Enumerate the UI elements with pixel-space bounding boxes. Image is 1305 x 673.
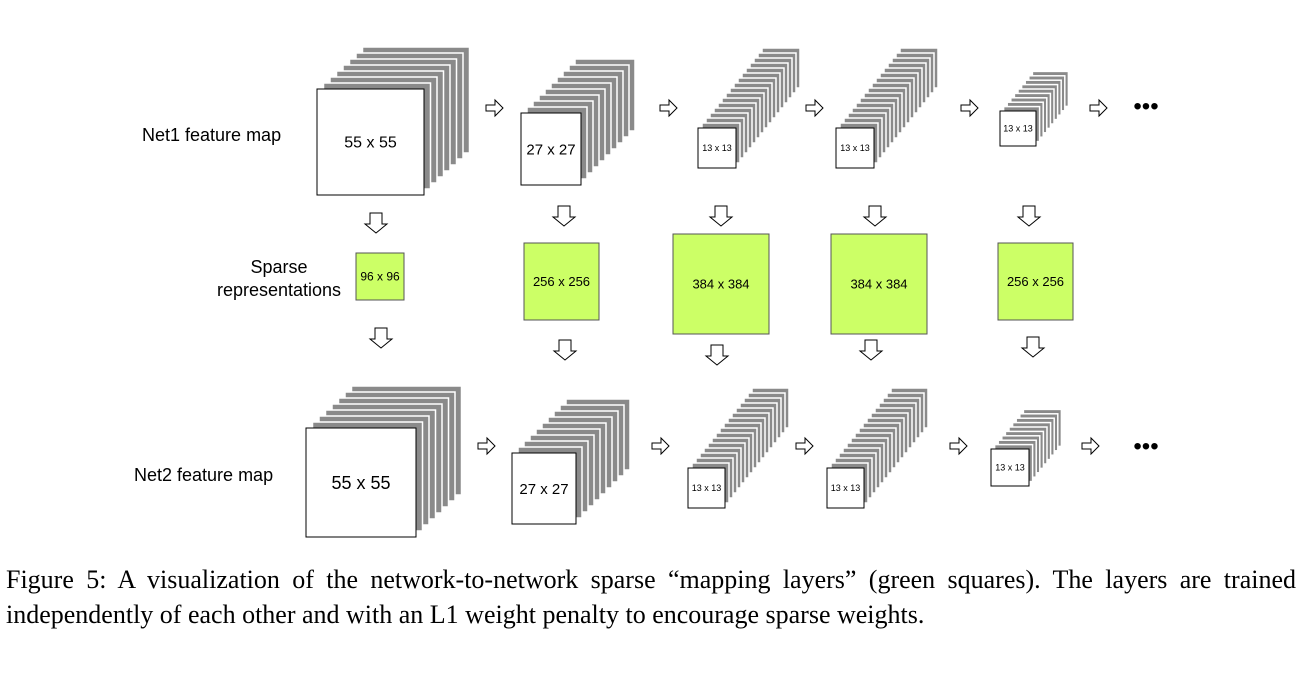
down-arrow-icon [858,339,884,361]
sparse-size-label: 384 x 384 [850,277,907,292]
net2-map-4: 13 x 13 [826,387,929,509]
net1-map-3: 13 x 13 [697,47,801,169]
feature-map-size-label: 55 x 55 [331,473,390,493]
net1-label: Net1 feature map [142,125,281,145]
right-arrow-icon [949,436,968,456]
down-arrow-icon [551,205,577,227]
feature-map-front [687,467,726,509]
sparse-label-line1: Sparse [250,257,307,277]
down-arrow-icon [1020,336,1046,358]
right-arrow-icon [1081,436,1100,456]
feature-map-size-label: 13 x 13 [692,483,722,493]
feature-map-front [305,427,417,538]
ellipsis-row3: ••• [1133,433,1158,460]
net1-map-1: 55 x 55 [316,46,471,196]
sparse-size-label: 96 x 96 [360,270,400,284]
sparse-square [830,233,928,335]
feature-map-size-label: 13 x 13 [702,143,732,153]
net1-map-4: 13 x 13 [835,47,939,169]
sparse-size-label: 384 x 384 [692,277,749,292]
figure-caption: Figure 5: A visualization of the network… [6,565,1296,629]
down-arrow-icon [704,344,730,366]
sparse-map-5: 256 x 256 [997,242,1074,321]
right-arrow-icon [795,436,814,456]
down-arrow-icon [363,212,389,234]
feature-map-front [520,112,582,186]
sparse-map-1: 96 x 96 [355,252,405,301]
feature-map-size-label: 13 x 13 [840,143,870,153]
sparse-square [997,242,1074,321]
right-arrow-icon [651,436,670,456]
net2-map-3: 13 x 13 [687,387,790,509]
right-arrow-icon [1089,98,1108,118]
feature-map-front [316,88,425,196]
down-arrow-icon [1016,205,1042,227]
sparse-label-line2: representations [217,280,341,300]
sparse-map-3: 384 x 384 [672,233,770,335]
ellipsis-row1: ••• [1133,93,1158,120]
feature-map-size-label: 13 x 13 [831,483,861,493]
net2-map-2: 27 x 27 [511,398,631,525]
feature-map-size-label: 13 x 13 [995,463,1025,473]
sparse-size-label: 256 x 256 [533,274,590,289]
feature-map-front [835,127,875,169]
down-arrow-icon [862,205,888,227]
feature-map-size-label: 13 x 13 [1003,124,1033,134]
feature-map-size-label: 27 x 27 [526,141,575,158]
sparse-map-2: 256 x 256 [523,242,600,321]
sparse-square [523,242,600,321]
net1-map-5: 13 x 13 [999,70,1070,147]
feature-map-size-label: 27 x 27 [519,481,568,498]
sparse-size-label: 256 x 256 [1007,274,1064,289]
net2-map-1: 55 x 55 [305,385,463,538]
feature-map-front [999,110,1037,147]
feature-map-front [826,467,865,509]
right-arrow-icon [960,98,979,118]
down-arrow-icon [368,327,394,349]
network-diagram: 55 x 55 27 x 27 13 x 13 13 x 13 13 x 13 96 x … [134,46,1159,538]
right-arrow-icon [659,98,678,118]
feature-map-front [511,452,577,525]
right-arrow-icon [485,98,504,118]
down-arrow-icon [552,339,578,361]
right-arrow-icon [805,98,824,118]
net1-map-2: 27 x 27 [520,58,636,186]
right-arrow-icon [477,436,496,456]
net2-label: Net2 feature map [134,465,273,485]
net2-map-5: 13 x 13 [990,408,1063,487]
feature-map-front [697,127,737,169]
feature-map-size-label: 55 x 55 [344,135,397,152]
down-arrow-icon [708,205,734,227]
sparse-square [672,233,770,335]
sparse-square [355,252,405,301]
feature-map-front [990,448,1030,487]
sparse-map-4: 384 x 384 [830,233,928,335]
